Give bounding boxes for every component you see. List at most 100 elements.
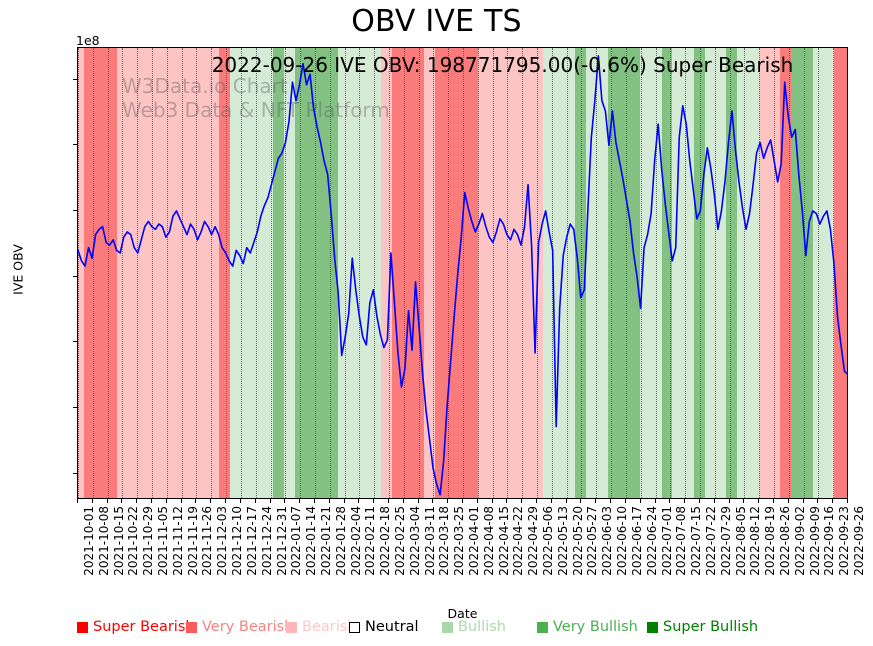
x-axis-tick-label: 2021-10-22	[126, 506, 141, 576]
x-axis-tick-label: 2021-12-17	[244, 506, 259, 576]
x-axis-tick	[698, 499, 700, 503]
legend-item[interactable]: Very Bearish	[186, 618, 293, 636]
x-axis-tick-label: 2022-04-22	[511, 506, 526, 576]
x-axis-tick	[772, 499, 774, 503]
x-axis-tick-label: 2021-11-19	[185, 506, 200, 576]
gridline	[107, 48, 109, 498]
x-axis-tick-label: 2022-06-24	[644, 506, 659, 576]
x-axis-tick	[254, 499, 256, 503]
x-axis-tick-label: 2022-06-03	[600, 506, 615, 576]
legend-item[interactable]: Bearish	[286, 618, 357, 636]
x-axis-tick	[713, 499, 715, 503]
gridline	[181, 48, 183, 498]
x-axis-tick-label: 2022-08-12	[748, 506, 763, 576]
legend-item[interactable]: Neutral	[349, 618, 419, 636]
x-axis-tick-label: 2022-09-23	[837, 506, 852, 576]
gridline	[359, 48, 361, 498]
x-axis-tick-label: 2022-09-16	[822, 506, 837, 576]
x-axis-tick-label: 2021-11-12	[170, 506, 185, 576]
legend-item[interactable]: Super Bullish	[647, 618, 758, 636]
legend-swatch-icon	[186, 621, 197, 633]
gridline	[374, 48, 376, 498]
x-axis-tick	[580, 499, 582, 503]
x-axis-tick-label: 2021-12-03	[215, 506, 230, 576]
x-axis-tick-label: 2021-12-31	[274, 506, 289, 576]
legend-label: Bearish	[302, 619, 357, 635]
x-axis-tick	[358, 499, 360, 503]
sentiment-band	[283, 48, 296, 498]
legend-swatch-icon	[442, 621, 453, 633]
x-axis-tick	[595, 499, 597, 503]
gridline	[625, 48, 627, 498]
x-axis-tick	[136, 499, 138, 503]
data-line-layer	[78, 48, 847, 498]
gridline	[78, 48, 79, 498]
sentiment-band	[219, 48, 231, 498]
gridline	[596, 48, 598, 498]
x-axis-tick	[491, 499, 493, 503]
gridline	[166, 48, 168, 498]
gridline	[759, 48, 761, 498]
sentiment-band	[640, 48, 663, 498]
sentiment-band	[791, 48, 814, 498]
obv-line-chart	[78, 55, 847, 496]
x-axis-tick	[639, 499, 641, 503]
x-axis-tick-label: 2022-05-20	[570, 506, 585, 576]
x-axis-tick-label: 2022-04-15	[496, 506, 511, 576]
gridline	[729, 48, 731, 498]
x-axis-tick	[847, 499, 848, 503]
legend-label: Neutral	[365, 619, 419, 635]
x-axis-tick-label: 2022-06-17	[629, 506, 644, 576]
x-axis-tick-label: 2022-04-01	[467, 506, 481, 576]
x-axis-tick	[462, 499, 463, 503]
legend-item[interactable]: Very Bullish	[537, 618, 638, 636]
legend-label: Very Bearish	[202, 619, 294, 635]
x-axis-tick	[817, 499, 819, 503]
x-axis-tick	[610, 499, 612, 503]
x-axis-tick-label: 2022-05-13	[555, 506, 570, 576]
sentiment-band	[84, 48, 96, 498]
legend-label: Super Bearish	[93, 619, 195, 635]
gridline	[270, 48, 272, 498]
x-axis-tick-label: 2022-08-26	[777, 506, 792, 576]
y-axis-tick	[73, 407, 77, 409]
x-axis-tick	[787, 499, 789, 503]
sentiment-band	[726, 48, 738, 498]
sentiment-band	[94, 48, 118, 498]
gridline	[818, 48, 820, 498]
sentiment-band	[127, 48, 220, 498]
x-axis-tick	[91, 499, 93, 503]
x-axis-tick	[402, 499, 404, 503]
gridline	[463, 48, 464, 498]
sentiment-band	[434, 48, 458, 498]
gridline	[433, 48, 435, 498]
x-axis-tick-label: 2022-04-29	[526, 506, 541, 576]
y-axis-tick	[73, 78, 77, 80]
sentiment-band	[618, 48, 641, 498]
gridline	[714, 48, 716, 498]
gridline	[803, 48, 805, 498]
x-axis-tick	[728, 499, 730, 503]
x-axis-tick-label: 2021-12-10	[230, 506, 245, 576]
x-axis-tick	[106, 499, 108, 503]
x-axis-tick-label: 2022-01-14	[304, 506, 319, 576]
x-axis-tick	[654, 499, 656, 503]
x-axis-tick-label: 2022-07-22	[703, 506, 718, 576]
sentiment-band	[273, 48, 285, 498]
x-axis-tick-label: 2022-09-09	[807, 506, 822, 576]
sentiment-band	[116, 48, 128, 498]
gridline	[92, 48, 94, 498]
x-axis-title: Date	[447, 606, 478, 621]
sentiment-band	[229, 48, 274, 498]
gridline	[833, 48, 835, 498]
gridline	[255, 48, 257, 498]
x-axis-tick	[225, 499, 227, 503]
x-axis-tick-label: 2021-11-26	[200, 506, 215, 576]
x-axis-tick-label: 2022-02-11	[363, 506, 378, 576]
x-axis-tick	[521, 499, 523, 503]
legend-item[interactable]: Bullish	[442, 618, 506, 636]
legend-item[interactable]: Super Bearish	[77, 618, 195, 636]
x-axis-tick-label: 2022-07-08	[674, 506, 689, 576]
legend-label: Very Bullish	[553, 619, 638, 635]
